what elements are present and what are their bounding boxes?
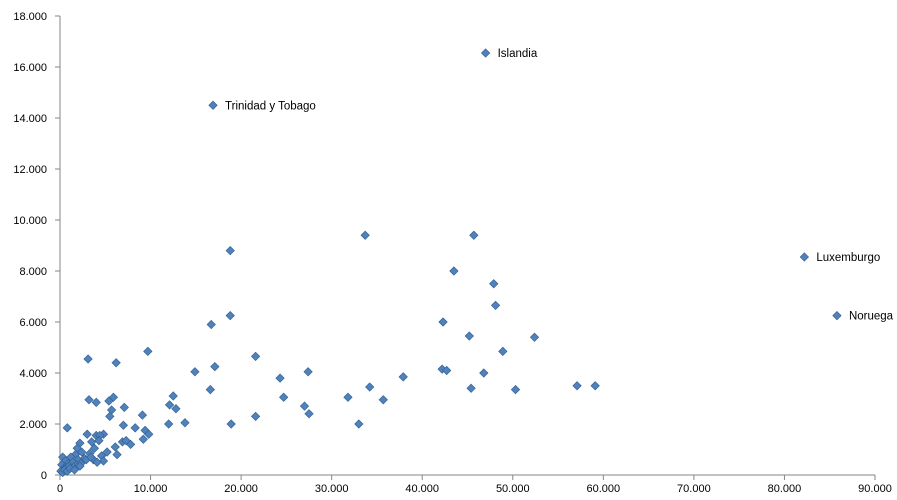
- axes: [55, 15, 876, 480]
- data-point: [92, 457, 102, 467]
- data-point: [479, 368, 489, 378]
- data-point: [464, 331, 474, 341]
- data-point: [438, 317, 448, 327]
- data-point: [250, 351, 261, 362]
- tick-labels: 0 10.000 20.000 30.000 40.000 50.000 60.000 70.…: [13, 11, 891, 495]
- data-point: [138, 434, 148, 444]
- data-point: [208, 100, 218, 110]
- data-point: [490, 300, 501, 311]
- data-point: [105, 411, 115, 421]
- data-point: [144, 429, 154, 439]
- data-point: [590, 381, 600, 391]
- data-point: [110, 442, 120, 452]
- data-point: [112, 449, 122, 460]
- x-tick-label: 70.000: [677, 483, 711, 495]
- data-point: [206, 319, 216, 330]
- data-point: [118, 420, 129, 430]
- data-point: [442, 365, 452, 376]
- data-point: [210, 362, 220, 372]
- point-annotation: Islandia: [498, 48, 538, 60]
- data-point: [398, 372, 408, 382]
- data-point: [164, 400, 175, 410]
- y-tick-label: 6.000: [19, 317, 47, 329]
- data-point: [130, 423, 140, 433]
- data-point: [225, 245, 235, 256]
- point-annotation: Luxemburgo: [816, 252, 880, 264]
- data-point: [69, 465, 80, 475]
- data-point: [168, 391, 178, 401]
- data-point: [365, 382, 375, 392]
- data-point: [121, 435, 131, 446]
- data-point: [572, 381, 582, 391]
- x-tick-label: 50.000: [496, 483, 530, 495]
- data-point: [108, 392, 119, 402]
- data-point: [510, 384, 521, 395]
- data-point: [469, 230, 479, 240]
- data-point: [225, 311, 235, 321]
- data-point: [91, 397, 101, 407]
- y-tick-label: 14.000: [13, 113, 47, 125]
- x-tick-label: 30.000: [315, 483, 349, 495]
- x-tick-label: 80.000: [768, 483, 802, 495]
- x-tick-label: 20.000: [224, 483, 258, 495]
- data-point: [75, 461, 85, 471]
- data-point: [143, 346, 153, 356]
- data-point: [171, 404, 181, 414]
- data-point: [205, 384, 215, 395]
- point-annotation: Noruega: [849, 311, 894, 323]
- data-point: [89, 443, 100, 453]
- data-point: [226, 419, 236, 429]
- data-point: [360, 230, 370, 240]
- y-tick-label: 16.000: [13, 62, 47, 74]
- data-point: [86, 452, 96, 462]
- y-tick-label: 12.000: [13, 164, 47, 176]
- x-tick-label: 10.000: [134, 483, 168, 495]
- data-point: [94, 435, 104, 446]
- data-point: [449, 266, 459, 276]
- data-point: [498, 346, 508, 356]
- data-point: [111, 358, 121, 368]
- data-point: [98, 456, 109, 466]
- x-tick-label: 90.000: [858, 483, 892, 495]
- data-point: [250, 411, 261, 421]
- data-point: [137, 410, 148, 420]
- data-point: [77, 447, 87, 457]
- data-point: [119, 402, 129, 413]
- y-tick-label: 0: [41, 470, 47, 482]
- data-point: [62, 423, 72, 433]
- data-point: [378, 395, 388, 405]
- data-point: [180, 418, 190, 428]
- data-point: [343, 392, 353, 402]
- x-tick-label: 0: [57, 483, 63, 495]
- x-tick-label: 40.000: [405, 483, 439, 495]
- data-point: [299, 401, 310, 411]
- data-point: [489, 279, 499, 289]
- y-tick-label: 8.000: [19, 266, 47, 278]
- annotations: Islandia Trinidad y Tobago Luxemburgo Norue…: [225, 48, 894, 323]
- data-point: [480, 48, 491, 58]
- data-points: [56, 48, 842, 478]
- data-point: [799, 252, 809, 262]
- data-point: [304, 409, 314, 419]
- x-tick-label: 60.000: [587, 483, 621, 495]
- data-point: [164, 419, 174, 429]
- data-point: [275, 373, 285, 383]
- data-point: [529, 332, 540, 342]
- data-point: [82, 429, 92, 439]
- data-point: [190, 367, 200, 377]
- y-tick-label: 10.000: [13, 215, 47, 227]
- data-point: [354, 419, 364, 429]
- data-point: [279, 392, 289, 402]
- data-point: [832, 311, 842, 321]
- point-annotation: Trinidad y Tobago: [225, 100, 316, 112]
- y-tick-label: 4.000: [19, 368, 47, 380]
- data-point: [83, 354, 93, 364]
- y-tick-label: 18.000: [13, 11, 47, 23]
- data-point: [466, 383, 476, 393]
- data-point: [303, 367, 313, 377]
- data-point: [102, 447, 112, 457]
- data-point: [84, 395, 94, 405]
- y-tick-label: 2.000: [19, 419, 47, 431]
